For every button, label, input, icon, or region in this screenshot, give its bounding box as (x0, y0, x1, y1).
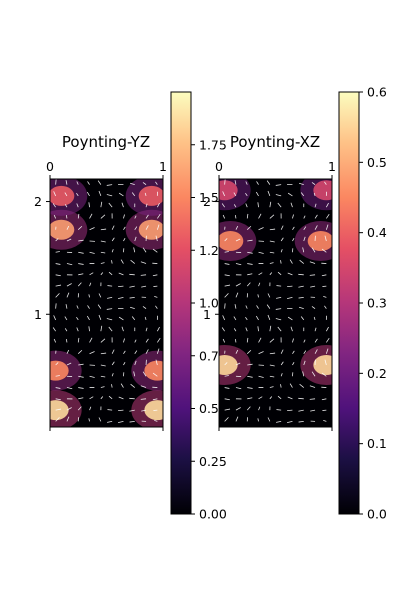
quiver-arrow (66, 215, 67, 218)
y-tick-label: 1 (203, 307, 211, 322)
quiver-arrow (235, 215, 236, 218)
heat-spot (139, 220, 165, 240)
colorbar-tick-label: 0.3 (367, 296, 387, 311)
quiver-arrow (298, 274, 303, 275)
colorbar-tick-label: 1.75 (199, 137, 227, 152)
quiver-arrow (129, 398, 134, 399)
quiver-arrow (118, 286, 123, 287)
heatmap-xz (199, 170, 353, 427)
colorbar-tick-label: 0.4 (367, 225, 387, 240)
heat-spot (308, 231, 334, 251)
quiver-arrow (276, 286, 281, 287)
heat-spot (48, 186, 74, 206)
colorbar-tick-label: 0.1 (367, 436, 387, 451)
colorbar-tick-label: 0.5 (367, 155, 387, 170)
colorbar-xz-gradient (339, 92, 359, 514)
colorbar-yz: 0.000.250.500.751.001.251.501.75 (171, 92, 227, 522)
y-tick-label: 1 (34, 307, 42, 322)
quiver-arrow (118, 410, 123, 411)
panel-xz: Poynting-XZ 0 1 1 2 (199, 133, 353, 431)
colorbar-yz-gradient (171, 92, 191, 514)
quiver-arrow (66, 339, 67, 342)
colorbar-tick-label: 0.0 (367, 507, 387, 522)
colorbar-tick-label: 0.2 (367, 366, 387, 381)
heatmap-yz (30, 176, 184, 430)
x-tick-label: 0 (215, 159, 223, 174)
colorbar-tick-label: 0.6 (367, 85, 387, 100)
heat-spot (48, 220, 74, 240)
x-tick-label: 0 (46, 159, 54, 174)
heat-spot (313, 180, 339, 200)
chart-title-yz: Poynting-YZ (62, 133, 150, 151)
quiver-arrow (235, 339, 236, 342)
quiver-arrow (107, 410, 112, 411)
heat-spot (217, 231, 243, 251)
colorbar-xz: 0.0 0.1 0.2 0.3 0.4 0.5 0.6 (339, 85, 387, 522)
quiver-arrow (129, 274, 134, 275)
panel-yz: Poynting-YZ 0 1 1 2 (30, 133, 184, 431)
quiver-arrow (107, 286, 112, 287)
quiver-arrow (287, 410, 292, 411)
x-tick-label: 1 (159, 159, 167, 174)
quiver-arrow (276, 410, 281, 411)
quiver-arrow (287, 286, 292, 287)
x-tick-label: 1 (328, 159, 336, 174)
y-tick-label: 2 (34, 194, 42, 209)
y-tick-label: 2 (203, 194, 211, 209)
chart-title-xz: Poynting-XZ (230, 133, 320, 151)
quiver-arrow (298, 398, 303, 399)
colorbar-tick-label: 0.00 (199, 507, 227, 522)
heat-spot (43, 361, 69, 381)
colorbar-tick-label: 0.25 (199, 454, 227, 469)
heat-spot (139, 186, 165, 206)
